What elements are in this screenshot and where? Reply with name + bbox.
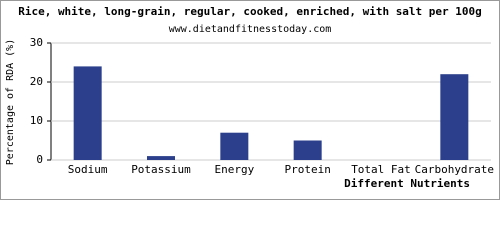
bar [73, 66, 102, 160]
x-tick-label: Energy [214, 163, 254, 176]
bar [220, 132, 249, 160]
x-tick-label: Protein [284, 163, 330, 176]
x-tick-label: Potassium [131, 163, 191, 176]
chart: Rice, white, long-grain, regular, cooked… [0, 0, 500, 200]
y-tick-label: 30 [30, 36, 43, 49]
chart-title: Rice, white, long-grain, regular, cooked… [18, 5, 482, 18]
x-axis-label: Different Nutrients [344, 177, 470, 190]
y-tick-label: 20 [30, 75, 43, 88]
y-tick-label: 10 [30, 114, 43, 127]
x-tick-label: Sodium [68, 163, 108, 176]
y-tick-label: 0 [36, 153, 43, 166]
x-tick-label: Total Fat [351, 163, 411, 176]
bar [293, 140, 322, 160]
bar [147, 156, 175, 160]
chart-subtitle: www.dietandfitnesstoday.com [169, 24, 332, 35]
bar [440, 74, 469, 160]
y-axis-label: Percentage of RDA (%) [5, 39, 16, 165]
x-tick-label: Carbohydrate [415, 163, 494, 176]
